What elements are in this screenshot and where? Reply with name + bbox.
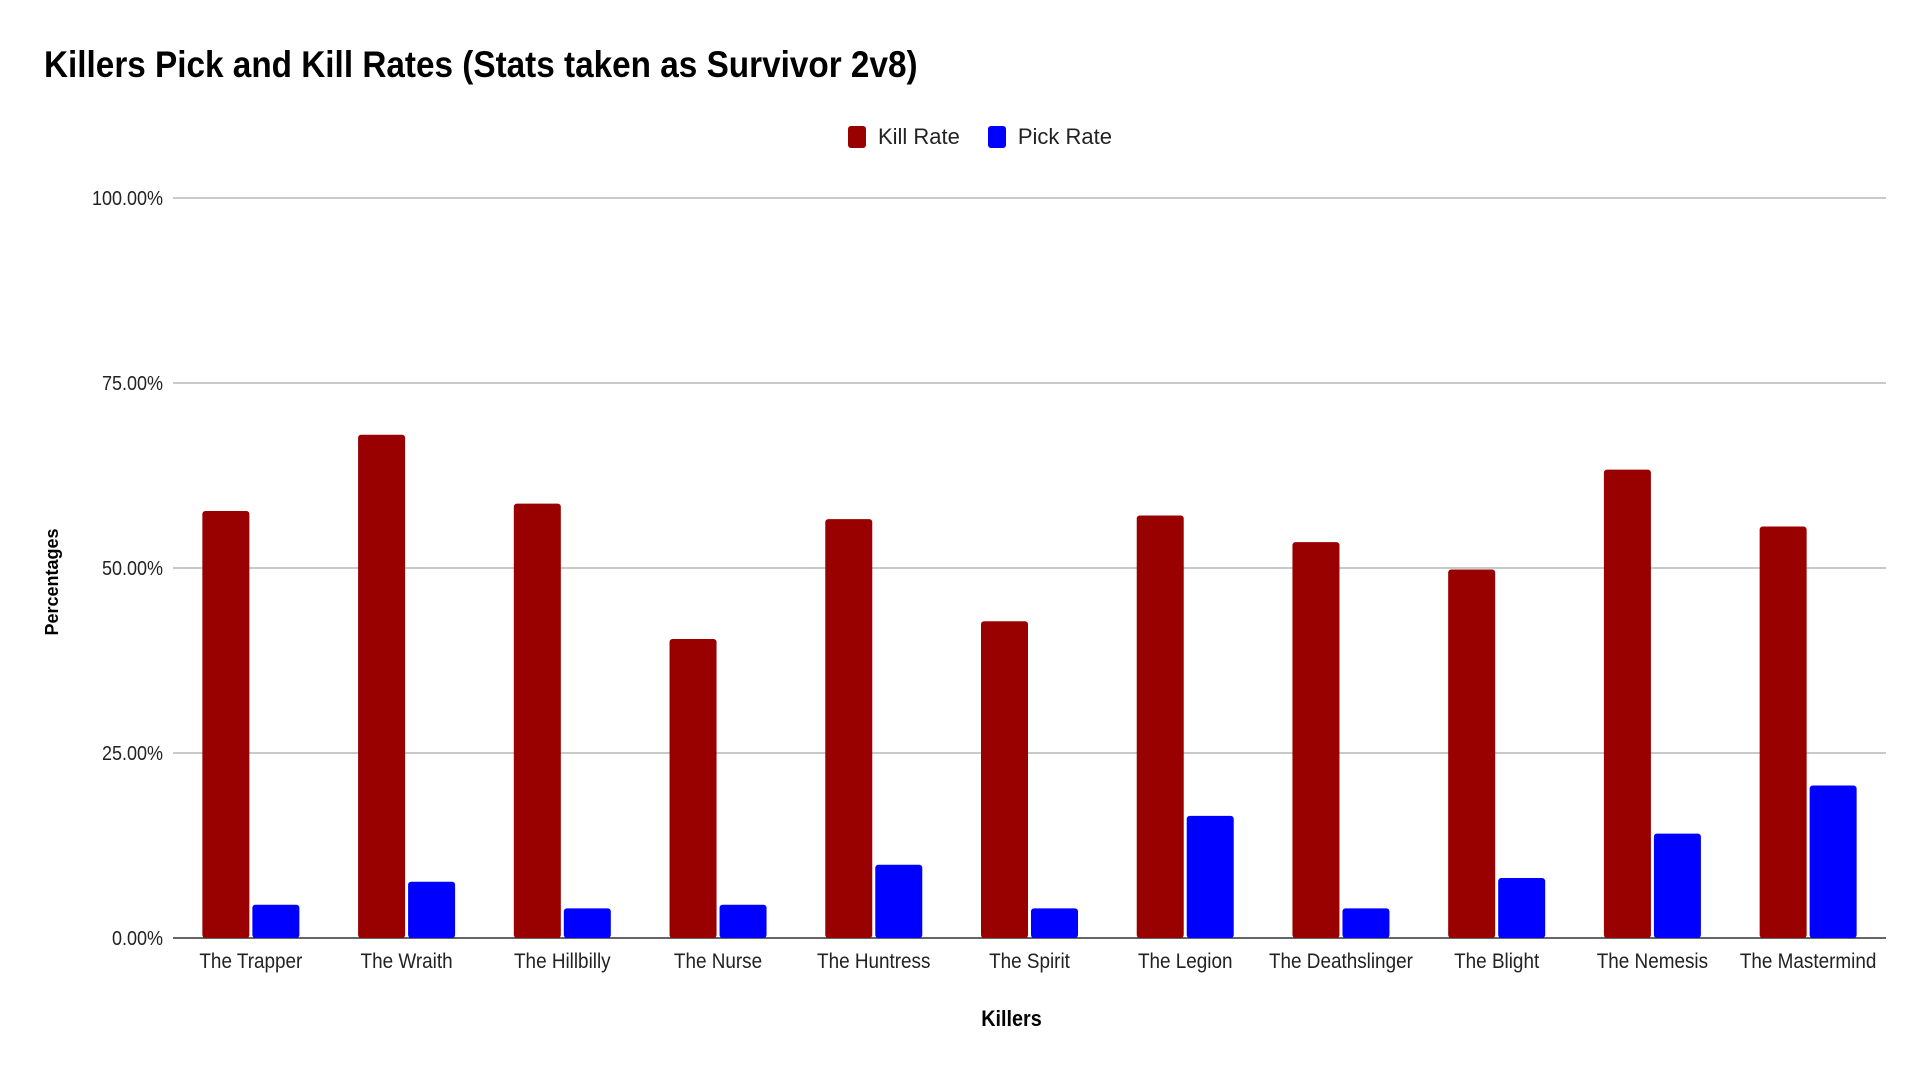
y-axis-label: Percentages bbox=[42, 528, 62, 635]
y-tick-label-0: 0.00% bbox=[112, 928, 163, 950]
bar-pick-rate-9 bbox=[1653, 833, 1701, 938]
bar-kill-rate-10 bbox=[1759, 526, 1807, 938]
bar-pick-rate-3 bbox=[719, 904, 767, 938]
legend-swatch-pick-rate bbox=[987, 126, 1006, 148]
bar-kill-rate-7 bbox=[1292, 542, 1340, 938]
bar-kill-rate-5 bbox=[981, 621, 1028, 938]
x-tick-label-3: The Nurse bbox=[674, 950, 762, 973]
bar-kill-rate-0 bbox=[202, 511, 250, 938]
legend-label-pick-rate: Pick Rate bbox=[1017, 124, 1113, 149]
x-axis-label: Killers bbox=[981, 1007, 1041, 1031]
x-tick-label-8: The Blight bbox=[1454, 950, 1539, 973]
legend-label-kill-rate: Kill Rate bbox=[877, 124, 960, 149]
bar-kill-rate-1 bbox=[358, 434, 406, 938]
x-tick-label-4: The Huntress bbox=[817, 950, 930, 973]
legend: Kill Rate Pick Rate bbox=[0, 124, 1920, 150]
y-tick-label-4: 100.00% bbox=[92, 188, 163, 210]
x-tick-label-10: The Mastermind bbox=[1740, 950, 1876, 973]
x-tick-label-6: The Legion bbox=[1138, 950, 1233, 973]
bar-pick-rate-10 bbox=[1809, 785, 1857, 938]
x-tick-label-2: The Hillbilly bbox=[514, 950, 611, 973]
legend-swatch-kill-rate bbox=[847, 126, 866, 148]
x-tick-label-5: The Spirit bbox=[989, 950, 1070, 973]
legend-entry-kill-rate[interactable]: Kill Rate bbox=[847, 124, 960, 150]
bar-kill-rate-9 bbox=[1603, 469, 1651, 938]
x-tick-label-9: The Nemesis bbox=[1597, 950, 1708, 973]
bar-kill-rate-6 bbox=[1136, 515, 1184, 938]
bar-pick-rate-5 bbox=[1031, 908, 1078, 938]
y-tick-label-2: 50.00% bbox=[102, 558, 163, 580]
bar-kill-rate-2 bbox=[513, 503, 561, 938]
y-tick-label-1: 25.00% bbox=[102, 743, 163, 765]
legend-entry-pick-rate[interactable]: Pick Rate bbox=[987, 124, 1113, 150]
bar-pick-rate-0 bbox=[252, 904, 300, 938]
bar-kill-rate-3 bbox=[669, 639, 717, 938]
x-tick-label-1: The Wraith bbox=[361, 950, 453, 973]
bar-pick-rate-8 bbox=[1498, 878, 1546, 938]
bar-pick-rate-1 bbox=[408, 881, 456, 938]
bar-kill-rate-4 bbox=[825, 519, 873, 938]
bar-pick-rate-7 bbox=[1342, 908, 1390, 938]
y-tick-label-3: 75.00% bbox=[102, 373, 163, 395]
bar-kill-rate-8 bbox=[1448, 569, 1496, 938]
chart-title: Killers Pick and Kill Rates (Stats taken… bbox=[44, 44, 918, 85]
bar-pick-rate-4 bbox=[875, 864, 923, 938]
x-tick-label-0: The Trapper bbox=[199, 950, 302, 973]
bar-pick-rate-2 bbox=[563, 908, 611, 938]
bar-pick-rate-6 bbox=[1186, 815, 1234, 938]
x-tick-label-7: The Deathslinger bbox=[1269, 950, 1413, 973]
